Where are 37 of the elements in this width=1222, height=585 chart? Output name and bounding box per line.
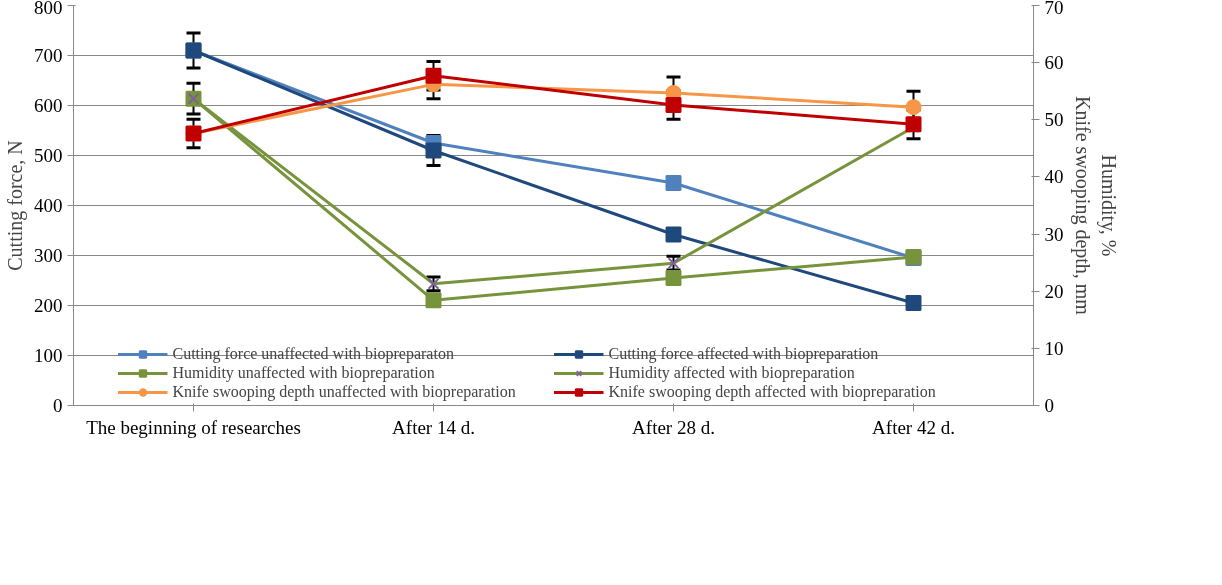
- y-tick-label: 600: [34, 95, 63, 116]
- y2-tick-label: 40: [1044, 166, 1064, 188]
- point: [665, 226, 682, 243]
- point: [425, 292, 442, 309]
- point: [425, 67, 442, 84]
- y2-tick-label: 10: [1044, 337, 1064, 359]
- x-tick-label: After 42 d.: [872, 416, 955, 438]
- x-tick-label: After 28 d.: [632, 416, 715, 438]
- legend-label: Knife swooping depth affected with biopreparation: [608, 383, 937, 401]
- point: [665, 270, 682, 287]
- y-tick-label: 100: [34, 345, 63, 366]
- point: [665, 175, 682, 191]
- y2-tick-label: 70: [1044, 0, 1064, 18]
- y2-tick-label: 60: [1044, 52, 1064, 74]
- y-tick-label: 800: [34, 0, 63, 18]
- y2-tick-label: 50: [1044, 109, 1064, 131]
- y-tick-label: 300: [34, 245, 63, 266]
- y-tick-label: 700: [34, 45, 63, 66]
- y2-tick-label: 20: [1044, 280, 1064, 302]
- point: [425, 142, 442, 159]
- y2-axis-title: Humidity, % Knife swooping depth, mm: [1070, 96, 1120, 316]
- legend-label: Knife swooping depth unaffected with biopreparation: [172, 383, 517, 401]
- x-tick-label: The beginning of researches: [86, 416, 301, 438]
- point: [905, 295, 922, 311]
- y2-tick-label: 30: [1044, 223, 1064, 245]
- point: [665, 96, 682, 113]
- y2-tick-label: 0: [1044, 395, 1054, 416]
- y-axis-title: Cutting force, N: [4, 140, 27, 271]
- y-tick-label: 200: [34, 295, 63, 316]
- legend-label: Humidity affected with biopreparation: [608, 364, 856, 382]
- point: [905, 99, 922, 116]
- x-tick-label: After 14 d.: [392, 416, 475, 438]
- y-tick-label: 0: [53, 395, 63, 416]
- y-tick-label: 400: [34, 195, 63, 216]
- point: [905, 116, 922, 133]
- legend-label: Humidity unaffected with biopreparation: [172, 364, 436, 382]
- y-tick-label: 500: [34, 145, 63, 166]
